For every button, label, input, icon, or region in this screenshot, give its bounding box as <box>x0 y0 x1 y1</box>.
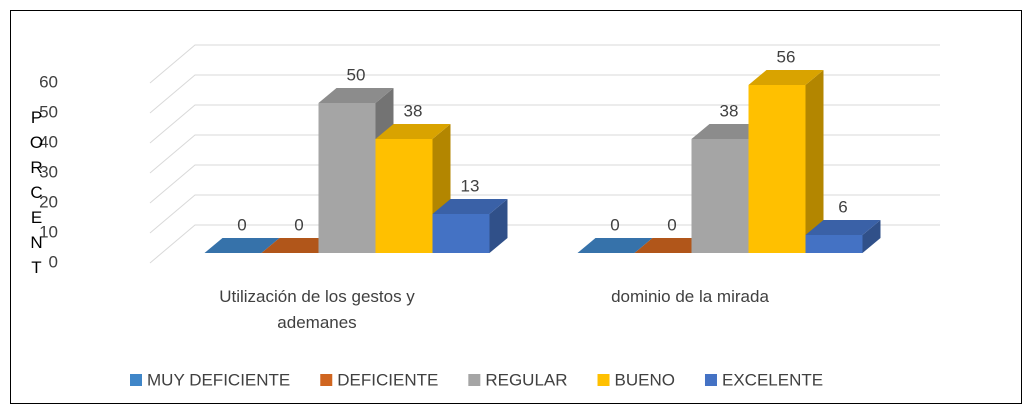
legend-label: BUENO <box>615 370 675 389</box>
legend-label: DEFICIENTE <box>337 370 438 389</box>
bar-top <box>375 124 451 139</box>
data-label: 6 <box>838 197 847 216</box>
legend-swatch <box>704 374 717 386</box>
y-tick-label: 40 <box>39 132 58 151</box>
data-label: 0 <box>237 215 246 234</box>
data-label: 56 <box>777 47 796 66</box>
y-tick-label: 60 <box>39 72 58 91</box>
legend-label: MUY DEFICIENTE <box>147 370 290 389</box>
bar-top <box>577 238 653 253</box>
legend-swatch <box>468 374 481 386</box>
bar-top <box>748 70 824 85</box>
bar-top <box>261 238 337 253</box>
bar <box>318 103 376 253</box>
chart-frame <box>10 10 1022 404</box>
bar-side <box>862 220 881 253</box>
bar-side <box>805 70 824 253</box>
bar <box>375 139 433 253</box>
legend-swatch <box>320 374 333 386</box>
data-label: 0 <box>667 215 676 234</box>
x-tick-label: dominio de la mirada <box>611 287 769 306</box>
bar <box>432 214 490 253</box>
data-label: 38 <box>720 101 739 120</box>
grid-line <box>149 104 940 144</box>
bar <box>805 235 863 253</box>
legend-swatch <box>597 374 610 386</box>
bar-top <box>432 199 508 214</box>
y-tick-label: 30 <box>39 162 58 181</box>
bar-side <box>489 199 508 253</box>
legend-label: EXCELENTE <box>722 370 823 389</box>
bar-top <box>805 220 881 235</box>
legend-swatch <box>130 374 142 386</box>
grid-line <box>149 44 940 84</box>
y-tick-label: 10 <box>39 222 58 241</box>
bar-top <box>691 124 767 139</box>
data-label: 13 <box>461 176 480 195</box>
bar-top <box>318 88 394 103</box>
y-axis-label: PORCENT <box>27 108 46 283</box>
y-tick-label: 20 <box>39 192 58 211</box>
grid-line <box>149 74 940 114</box>
data-label: 38 <box>404 101 423 120</box>
bar <box>691 139 749 253</box>
data-label: 50 <box>347 65 366 84</box>
legend-label: REGULAR <box>485 370 567 389</box>
bar-top <box>204 238 280 253</box>
bar <box>748 85 806 253</box>
bar-top <box>634 238 710 253</box>
y-tick-label: 50 <box>39 102 58 121</box>
x-tick-label: Utilización de los gestos y ademanes <box>219 287 415 332</box>
y-tick-label: 0 <box>49 252 58 271</box>
grid-line <box>149 134 940 174</box>
data-label: 0 <box>610 215 619 234</box>
data-label: 0 <box>294 215 303 234</box>
